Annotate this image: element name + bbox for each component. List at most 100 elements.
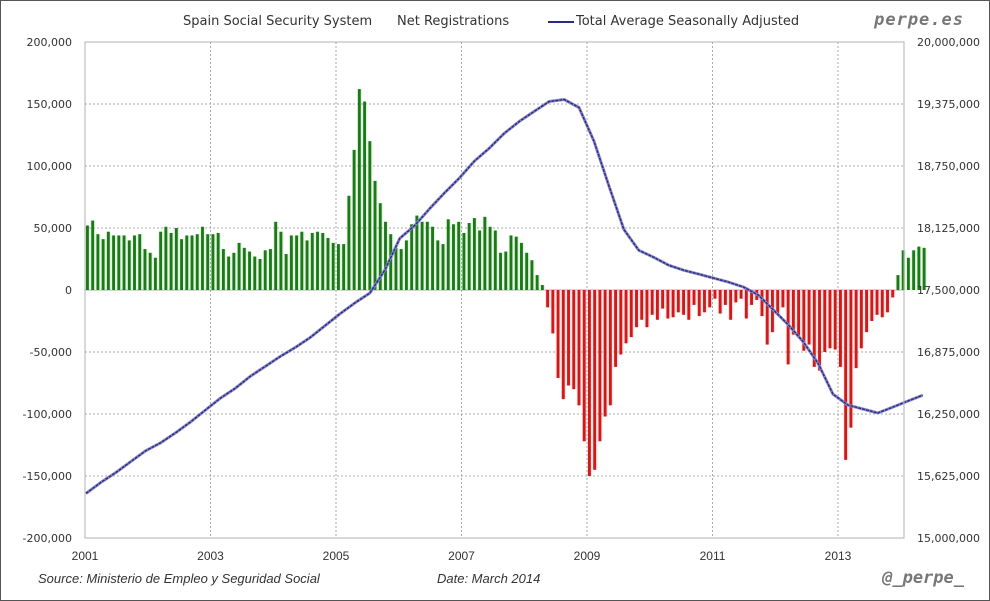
line-legend-swatch [548,20,574,23]
bar [91,220,95,290]
bar [211,234,215,290]
bar [760,290,764,317]
line-legend-label: Total Average Seasonally Adjusted [576,14,800,29]
y-left-tick-label: -150,000 [23,470,72,483]
bar [546,290,550,308]
y-left-tick-label: 150,000 [27,98,73,111]
bar [227,256,231,290]
brand-logo: perpe.es [874,10,964,30]
bar [671,290,675,318]
bar [472,218,476,290]
bar [912,250,916,290]
y-axis-left-labels: 200,000 150,000 100,000 50,000 0 -50,000 -100,… [23,36,72,545]
bar [802,290,806,351]
y-right-tick-label: 17,500,000 [917,284,980,297]
y-right-tick-label: 18,750,000 [917,160,980,173]
bar [556,290,560,379]
bar [697,290,701,317]
y-left-tick-label: -100,000 [23,408,72,421]
bar [582,290,586,442]
bar [635,290,638,328]
bar [870,290,874,321]
bar-series [86,89,926,476]
bar [786,290,790,365]
bar [483,216,487,290]
bar [148,252,152,290]
bar [321,232,325,290]
bar [164,226,168,290]
bar [153,257,157,290]
bar [133,235,136,290]
x-tick-label: 2003 [197,549,224,563]
y-right-tick-label: 16,250,000 [917,408,980,421]
bar [342,244,346,290]
bar [844,290,848,460]
bar [363,101,367,291]
bar [169,232,173,290]
bar [514,236,518,290]
bar [378,203,382,290]
bar [237,242,241,290]
bar [284,254,288,290]
bar [818,290,821,371]
bar [195,234,199,290]
bar [520,242,523,290]
y-right-tick-label: 15,625,000 [917,470,980,483]
bar [535,275,539,290]
bar [410,224,414,290]
axes [84,41,905,539]
y-left-tick-label: 200,000 [27,36,73,49]
bar [289,235,293,290]
bar [682,290,686,315]
x-tick-label: 2005 [323,549,350,563]
y-right-tick-label: 16,875,000 [917,346,980,359]
bar [551,290,555,334]
bar [603,290,607,417]
bar [807,290,811,345]
bar [232,252,236,290]
bar [174,228,178,290]
bar [922,247,926,290]
y-right-tick-label: 18,125,000 [917,222,980,235]
bar [143,249,147,290]
bar [833,290,837,350]
plot-area-border [84,41,905,539]
bar [305,240,309,290]
bar [525,252,529,290]
chart-title: Spain Social Security System [183,14,373,29]
bar [619,290,623,355]
bar [703,290,706,313]
y-left-tick-label: 100,000 [27,160,73,173]
bar [478,230,482,290]
bar [744,290,748,319]
bar [185,235,189,290]
x-tick-label: 2013 [825,549,852,563]
bar [101,239,105,290]
bar [530,260,534,290]
bar [849,290,853,428]
source-note: Source: Ministerio de Empleo y Seguridad… [38,571,320,586]
bar [624,290,628,344]
bar [661,290,665,309]
bar [216,232,220,290]
bar [509,235,513,290]
bar [729,290,733,320]
bar [645,290,649,328]
bar [467,223,471,290]
x-tick-label: 2011 [700,549,726,563]
bar [765,290,769,345]
bar [493,230,497,290]
bar [504,251,508,290]
bar [739,290,743,299]
bar [269,249,272,290]
bar [718,290,722,314]
bar [117,235,121,290]
line-series-legend: Total Average Seasonally Adjusted [548,14,799,29]
bar [781,290,785,308]
bar [676,290,680,313]
bar [96,234,100,290]
bar [106,231,110,290]
bar [352,149,356,290]
x-tick-label: 2009 [574,549,601,563]
